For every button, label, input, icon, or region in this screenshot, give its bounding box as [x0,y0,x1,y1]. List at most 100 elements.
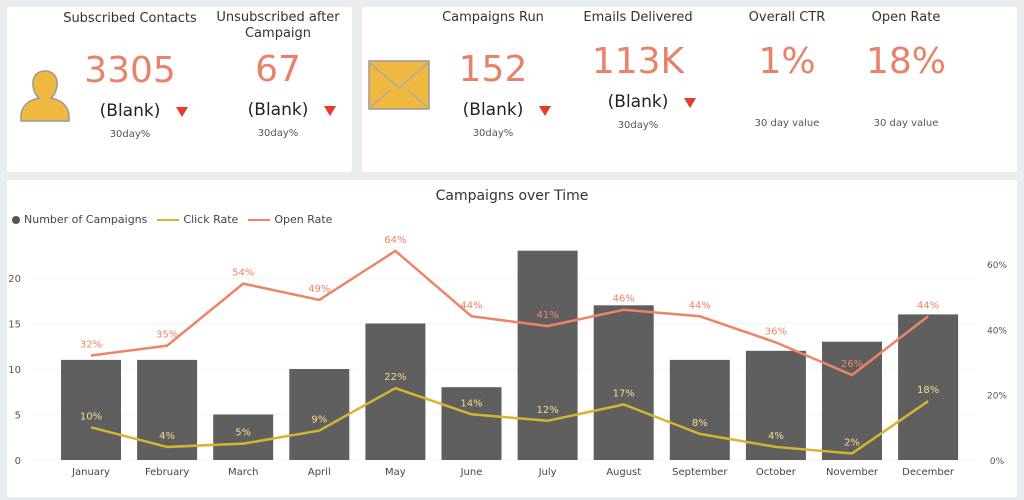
bar-march [213,414,274,460]
x-axis-label: April [308,467,331,478]
kpi-value: 18% [865,41,946,82]
click-rate-data-label: 4% [159,431,175,442]
kpi-value: 113K [591,41,685,82]
kpi-overall-ctr: Overall CTR 1% 30 day value [712,10,862,129]
open-rate-line [90,249,929,377]
down-triangle-icon [684,98,697,108]
chart-title: Campaigns over Time [435,188,589,204]
campaigns-card: Campaigns Run 152 (Blank) 30day% Emails … [362,7,1017,172]
open-rate-data-label: 36% [765,326,787,337]
x-axis-label: December [902,467,955,478]
open-rate-data-label: 26% [841,359,863,370]
bar-january [61,359,121,460]
kpi-title: Subscribed Contacts [63,11,197,26]
legend-label-campaigns[interactable]: Number of Campaigns [24,213,148,226]
right-axis-tick: 0% [990,457,1005,467]
kpi-title: Overall CTR [748,10,826,25]
bar-october [745,350,806,460]
bar-february [137,359,198,460]
click-rate-data-label: 12% [536,405,558,416]
kpi-value: 1% [758,41,816,82]
kpi-title: Emails Delivered [583,10,693,25]
x-axis-label: May [385,467,406,478]
kpi-emails-delivered: Emails Delivered 113K (Blank) 30day% [563,10,713,131]
bar-april [289,369,350,460]
click-rate-data-label: 4% [768,431,784,442]
combo-chart: 0 5 10 15 20 0% 20% 40% 60% January February March A… [8,235,1007,478]
open-rate-data-label: 41% [536,310,558,321]
x-axis-label: September [672,467,728,478]
right-axis-tick: 60% [987,261,1007,271]
right-axis-tick: 20% [987,392,1007,402]
legend-marker-open [248,218,271,221]
x-axis-label: July [538,467,557,478]
kpi-subvalue: (Blank) [247,100,309,120]
right-axis-tick: 40% [987,326,1007,336]
open-rate-data-label: 32% [80,339,102,350]
kpi-note: 30day% [617,120,659,131]
click-rate-data-label: 8% [692,418,708,429]
kpi-note: 30day% [472,128,514,139]
x-axis-label: February [145,467,189,478]
contacts-card: Subscribed Contacts 3305 (Blank) 30day% … [7,7,352,172]
x-axis-label: August [606,467,641,478]
kpi-subscribed-contacts: Subscribed Contacts 3305 (Blank) 30day% [55,11,205,140]
legend-label-click[interactable]: Click Rate [183,213,239,226]
bar-june [441,387,502,460]
bar-august [593,305,654,460]
kpi-open-rate: Open Rate 18% 30 day value [831,10,981,129]
left-axis-tick: 10 [8,365,21,376]
kpi-title: Open Rate [871,10,941,25]
x-axis-label: June [460,467,483,478]
envelope-icon [368,60,430,110]
legend-marker-click [157,218,180,221]
kpi-value: 67 [255,49,301,90]
click-rate-data-label: 17% [613,388,635,399]
bar-september [669,359,730,460]
kpi-subvalue: (Blank) [462,100,524,120]
kpi-title: Unsubscribed after Campaign [216,10,340,41]
kpi-subvalue: (Blank) [607,92,669,112]
down-triangle-icon [176,107,189,117]
open-rate-data-label: 46% [613,294,635,305]
open-rate-data-label: 49% [308,284,330,295]
click-rate-data-label: 22% [384,372,406,383]
open-rate-data-label: 44% [689,300,711,311]
kpi-campaigns-run: Campaigns Run 152 (Blank) 30day% [418,10,568,139]
x-axis-label: March [228,467,258,478]
legend-marker-campaigns [12,215,20,224]
open-rate-data-label: 64% [384,235,406,246]
click-rate-data-label: 14% [460,398,482,409]
bar-may [365,323,426,460]
kpi-subvalue: (Blank) [99,101,161,121]
left-axis-tick: 5 [15,411,21,422]
kpi-note: 30day% [257,128,299,139]
open-rate-data-label: 54% [232,268,254,279]
chart-legend: Number of Campaigns Click Rate Open Rate [12,213,332,226]
campaigns-chart-card: Campaigns over Time Number of Campaigns … [7,180,1017,497]
open-rate-data-label: 35% [156,330,178,341]
kpi-note: 30day% [109,129,151,140]
kpi-unsubscribed: Unsubscribed after Campaign 67 (Blank) 3… [203,10,353,139]
x-axis-label: October [756,467,797,478]
legend-label-open[interactable]: Open Rate [274,213,333,226]
x-axis-label: November [826,467,879,478]
open-rate-data-label: 44% [917,300,939,311]
click-rate-line [90,386,929,455]
open-rate-data-label: 44% [460,300,482,311]
kpi-value: 152 [458,49,528,90]
click-rate-data-label: 9% [311,415,327,426]
click-rate-data-label: 2% [844,437,860,448]
kpi-value: 3305 [84,50,176,91]
bar-july [517,250,578,460]
person-icon [20,70,70,122]
kpi-note: 30 day value [873,118,939,129]
kpi-note: 30 day value [754,118,820,129]
click-rate-data-label: 18% [917,385,939,396]
left-axis-tick: 15 [8,320,21,331]
bar-december [898,314,959,460]
down-triangle-icon [324,106,337,116]
down-triangle-icon [539,106,552,116]
x-axis-label: January [71,467,110,478]
left-axis-tick: 20 [8,274,21,285]
